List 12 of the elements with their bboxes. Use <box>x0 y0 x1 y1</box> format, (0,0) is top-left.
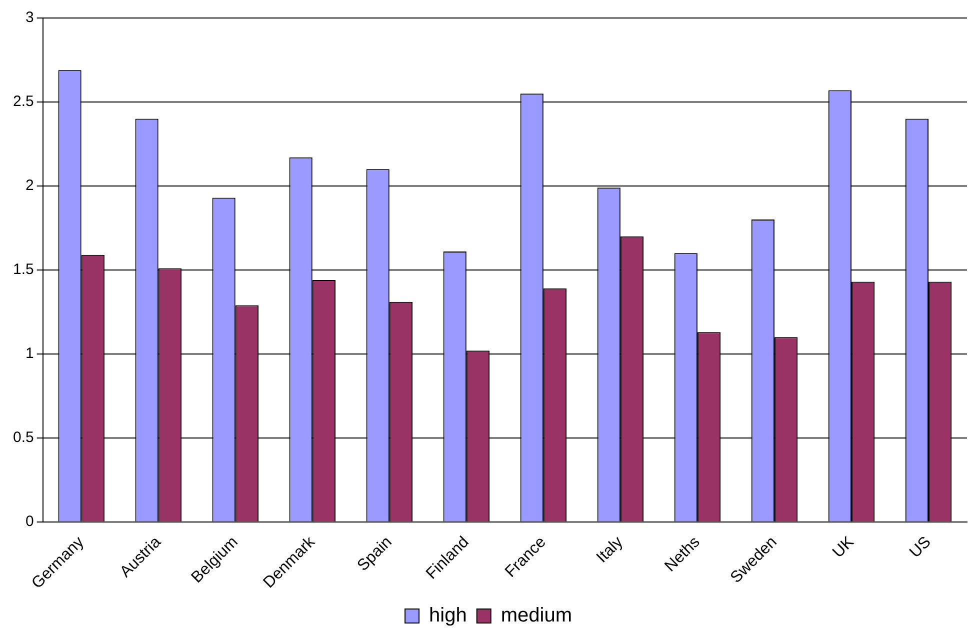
y-tick-label: 2 <box>26 177 34 194</box>
y-tick-label: 1.5 <box>12 261 34 278</box>
x-tick-label: UK <box>830 533 858 562</box>
x-tick-label: US <box>906 534 934 562</box>
legend-label: high <box>429 604 467 627</box>
y-tick-label: 2.5 <box>12 93 34 110</box>
y-tick-label: 0.5 <box>12 429 34 446</box>
y-tick-label: 0 <box>26 513 34 530</box>
legend-label: medium <box>500 604 572 627</box>
y-tick-label: 1 <box>26 345 34 362</box>
y-tick-label: 3 <box>26 9 34 26</box>
x-tick-label: Italy <box>594 534 626 566</box>
